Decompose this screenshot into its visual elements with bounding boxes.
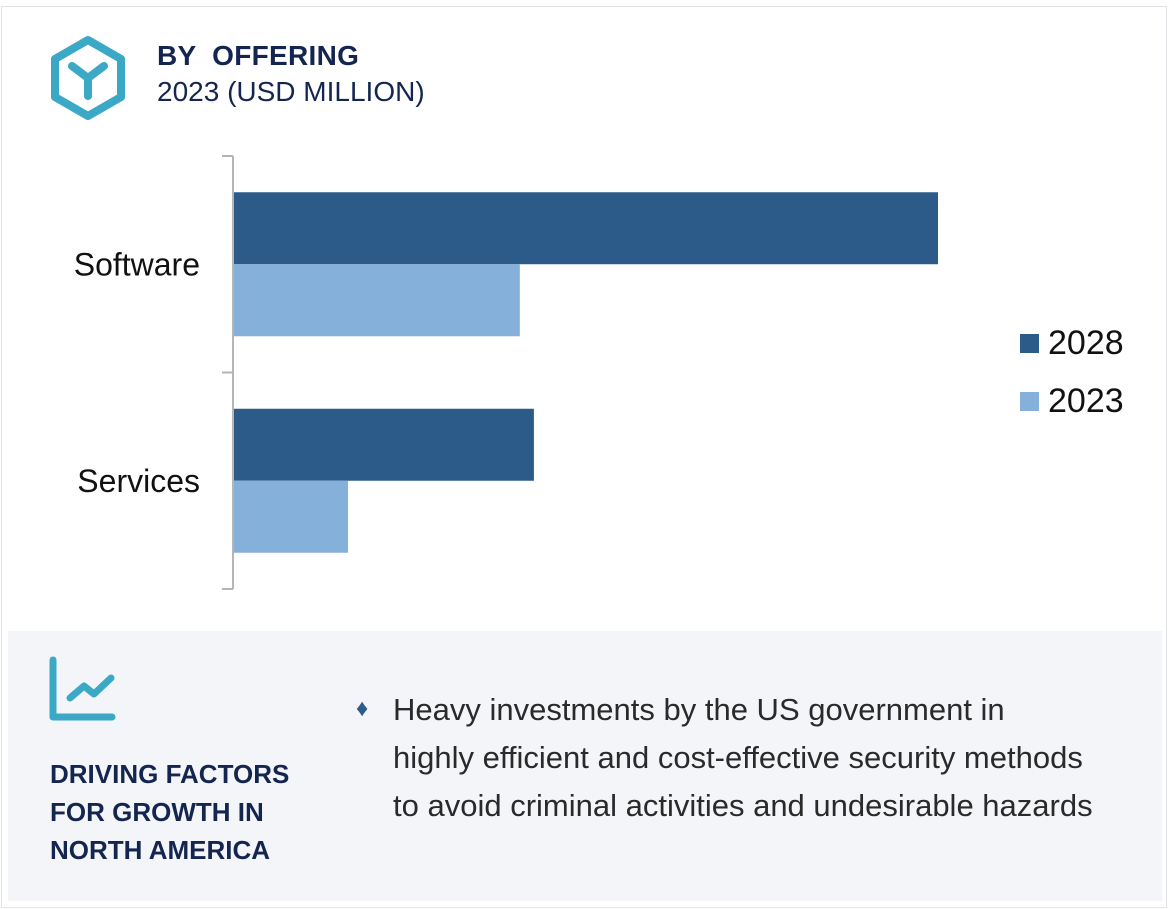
legend-label-2028: 2028 [1048,323,1124,362]
chart-title: BY OFFERING [157,40,360,71]
legend-swatch-2028 [1020,333,1039,353]
bar-software-2023 [234,264,520,337]
category-axis [222,155,234,590]
legend-swatch-2023 [1020,391,1039,411]
bars [234,192,938,553]
bar-services-2028 [234,408,534,481]
legend-label-2023: 2023 [1048,381,1124,420]
bullet-text: Heavy investments by the US government i… [393,692,1093,823]
hexagon-y-icon [51,36,125,120]
category-label-services: Services [77,463,200,499]
bar-services-2023 [234,480,349,553]
legend-item-2023: 2023 [1020,381,1124,421]
legend: 2028 2023 [1020,323,1124,439]
chart-subtitle: 2023 (USD MILLION) [157,76,425,107]
bullet-item: ♦ Heavy investments by the US government… [356,686,1096,830]
bar-chart: Software Services [74,155,938,590]
bar-software-2028 [234,192,938,265]
driving-factors-heading: DRIVING FACTORS FOR GROWTH IN NORTH AMER… [50,759,290,865]
legend-item-2028: 2028 [1020,323,1124,363]
category-labels: Software Services [74,246,200,499]
line-chart-icon [49,656,116,721]
driving-factors-panel [8,631,1162,901]
category-label-software: Software [74,246,200,282]
diamond-icon: ♦ [356,695,369,722]
